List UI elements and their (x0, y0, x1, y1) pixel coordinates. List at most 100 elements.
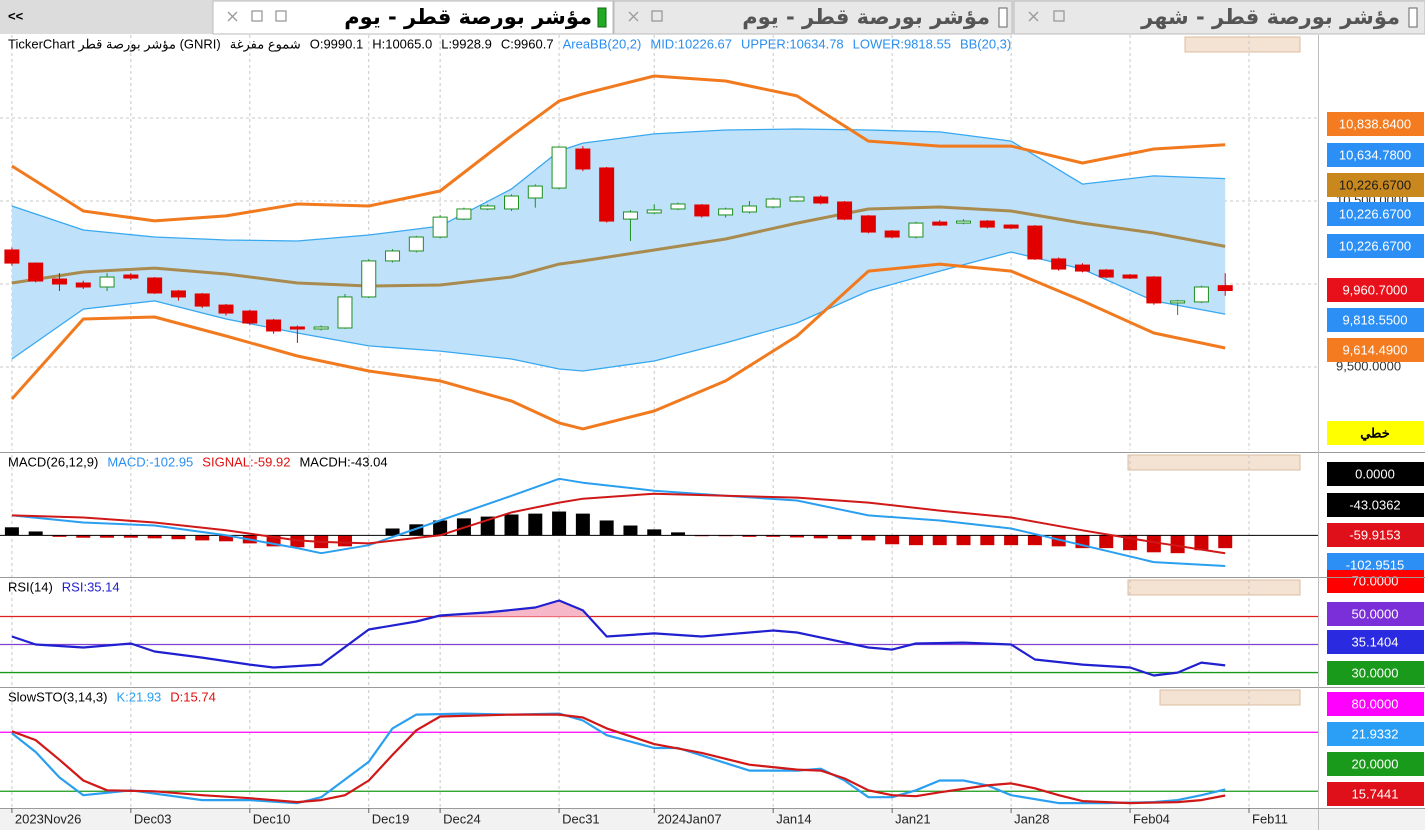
histogram-bar (528, 513, 543, 536)
candle-body (1098, 269, 1114, 278)
legend-item: H:10065.0 (372, 36, 432, 51)
legend-item: BB(20,3) (960, 36, 1011, 51)
candle-body (480, 205, 496, 210)
candle-body (884, 230, 900, 238)
histogram-bar (123, 535, 138, 538)
x-tick-label: Dec19 (372, 811, 410, 826)
histogram-bar (932, 535, 947, 546)
histogram-bar (76, 535, 91, 538)
tab-title[interactable]: مؤشر بورصة قطر - يوم (344, 5, 592, 29)
histogram-bar (813, 535, 828, 539)
histogram-bar (409, 524, 424, 536)
histogram-bar (1051, 535, 1066, 547)
histogram-bar (433, 520, 448, 536)
nav-back[interactable]: << (8, 8, 24, 23)
panel (0, 455, 1318, 577)
histogram-bar (171, 535, 186, 540)
x-tick-label: Jan28 (1014, 811, 1049, 826)
histogram-bar (52, 535, 67, 537)
legend-item: RSI(14) (8, 579, 53, 594)
candle-body (503, 195, 519, 210)
histogram-bar (908, 535, 923, 546)
band-upper (11, 128, 1226, 242)
candle-body (289, 326, 305, 330)
tab-title[interactable]: مؤشر بورصة قطر - شهر (1140, 5, 1400, 29)
tab-title[interactable]: مؤشر بورصة قطر - يوم (742, 5, 990, 29)
histogram-bar (671, 532, 686, 536)
price-tag (1327, 421, 1424, 445)
legend-item: MACD:-102.95 (107, 454, 193, 469)
price-tag-label: 9,614.4900 (1342, 342, 1407, 357)
candle-body (670, 203, 686, 210)
price-tag (1327, 602, 1424, 626)
indicator-line (11, 599, 1226, 677)
price-tag-label: 80.0000 (1352, 696, 1399, 711)
candle-body (622, 211, 638, 220)
legend-item: L:9928.9 (441, 36, 492, 51)
price-tag (1327, 462, 1424, 486)
price-tag-label: خطي (1360, 425, 1390, 441)
candle-body (408, 236, 424, 252)
price-tag-label: 10,838.8400 (1339, 116, 1411, 131)
legend-item: AreaBB(20,2) (563, 36, 642, 51)
candle-body (337, 296, 353, 329)
histogram-bar (623, 525, 638, 536)
band-lower (11, 251, 1226, 372)
candle-body (694, 204, 710, 217)
histogram-bar (266, 535, 281, 547)
price-tag-label: -59.9153 (1349, 527, 1400, 542)
histogram-bar (980, 535, 995, 546)
histogram-bar (385, 528, 400, 536)
panel (0, 35, 1318, 450)
price-tag-label: 10,226.6700 (1339, 238, 1411, 253)
histogram-bar (742, 535, 757, 537)
histogram-bar (789, 535, 804, 538)
histogram-bar (4, 527, 19, 536)
histogram-bar (1004, 535, 1019, 546)
candle-body (789, 196, 805, 202)
histogram-bar (195, 535, 210, 541)
price-tag (1327, 782, 1424, 806)
x-tick-label: 2023Nov26 (15, 811, 82, 826)
candle-body (266, 319, 282, 332)
tab-icons (227, 7, 1418, 28)
candle-body (242, 310, 258, 324)
candle-body (75, 282, 91, 288)
candle-body (646, 209, 662, 214)
histogram-bar (504, 514, 519, 536)
outer-band-lower (10, 262, 1226, 431)
panel (0, 580, 1318, 688)
price-tag (1327, 493, 1424, 517)
price-tag-label: -102.9515 (1346, 557, 1405, 572)
panel (0, 690, 1318, 808)
candle-body (218, 304, 234, 314)
histogram-bar (1170, 535, 1185, 554)
price-tag-label: 21.9332 (1352, 726, 1399, 741)
histogram-bar (599, 520, 614, 536)
candle-body (718, 208, 734, 216)
price-tag-label: 35.1404 (1352, 634, 1399, 649)
candle-body (1170, 300, 1186, 304)
candle-body (765, 198, 781, 208)
candle-body (1051, 258, 1067, 270)
price-tag-label: 20.0000 (1352, 756, 1399, 771)
legend-item: MACD(26,12,9) (8, 454, 98, 469)
histogram-bar (147, 535, 162, 539)
histogram-bar (552, 511, 567, 536)
candle-body (1146, 276, 1162, 304)
x-axis-strip (0, 808, 1425, 830)
candle-body (28, 262, 44, 282)
candle-body (599, 167, 615, 222)
candle-body (123, 274, 139, 279)
legend-item: TickerChart مؤشر بورصة قطر (GNRI) (8, 36, 221, 52)
x-tick-label: Dec31 (562, 811, 600, 826)
price-tag-label: 70.0000 (1352, 573, 1399, 588)
price-tags: 80.0000 21.9332 20.0000 15.7441 (1327, 692, 1424, 806)
candle-body (1193, 286, 1209, 303)
tab[interactable] (212, 0, 614, 35)
band-area (11, 129, 1226, 371)
histogram-bar (647, 529, 662, 536)
x-tick-label: Dec10 (253, 811, 291, 826)
tab[interactable] (613, 0, 1013, 35)
tab[interactable] (1013, 0, 1425, 35)
